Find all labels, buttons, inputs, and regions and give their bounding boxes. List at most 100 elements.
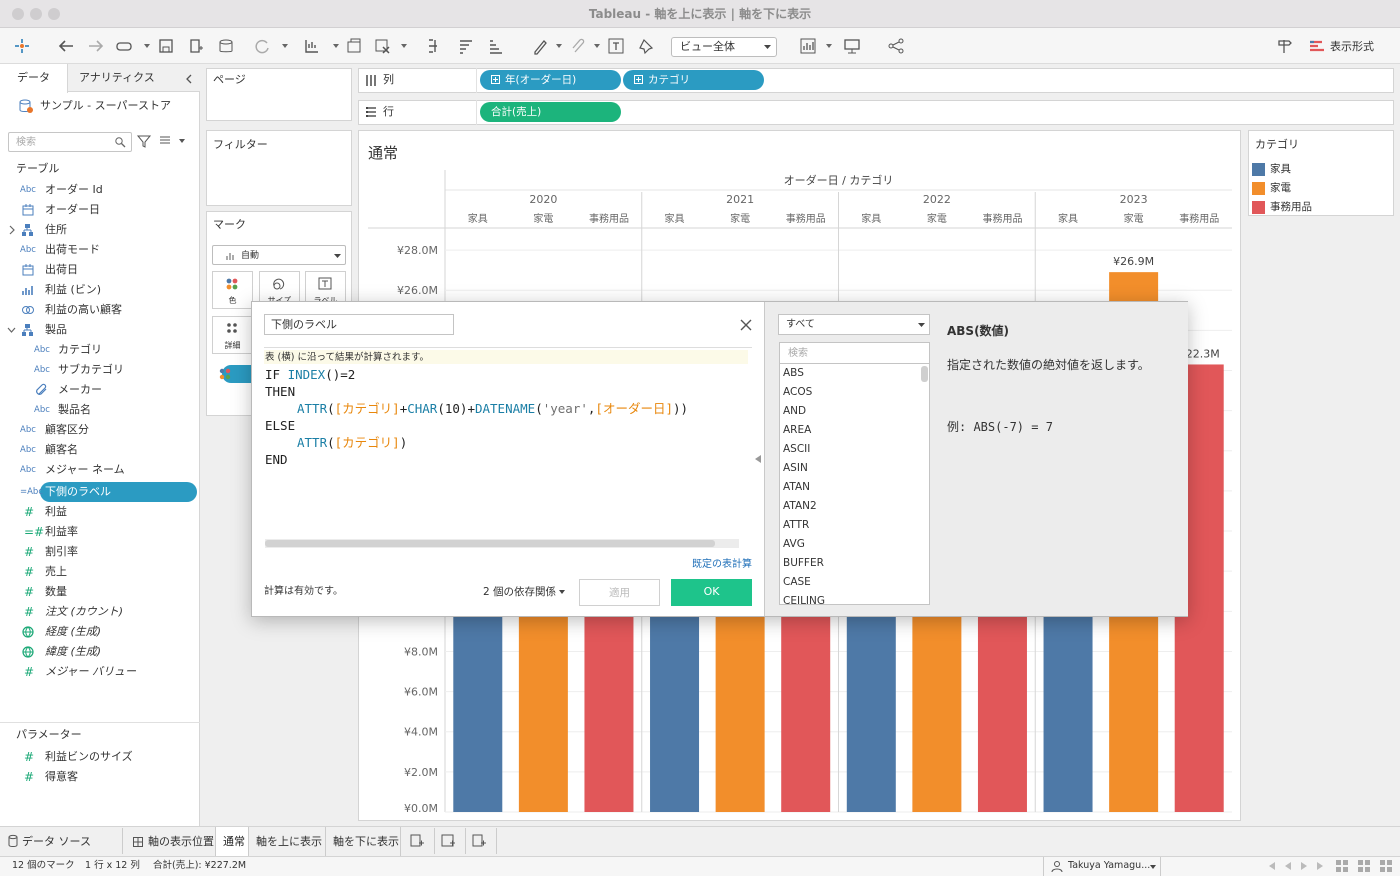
field-name[interactable]: 製品名 — [58, 403, 91, 416]
toolbar-icon[interactable] — [188, 38, 204, 54]
field-expander[interactable] — [7, 326, 16, 334]
toolbar-icon[interactable] — [116, 38, 132, 54]
toolbar-icon[interactable] — [800, 38, 816, 54]
mark-button[interactable] — [212, 271, 253, 309]
nav-button[interactable] — [1300, 862, 1308, 870]
nav-button[interactable] — [1284, 862, 1292, 870]
field-name[interactable]: メジャー バリュー — [45, 665, 136, 678]
new-sheet-icon[interactable] — [410, 834, 424, 848]
dropdown-caret[interactable] — [556, 44, 562, 48]
field-name[interactable]: 数量 — [45, 585, 67, 598]
view-button[interactable] — [1380, 860, 1392, 872]
legend-label[interactable]: 家具 — [1270, 163, 1291, 175]
toolbar-icon[interactable] — [218, 38, 234, 54]
field-name[interactable]: 経度 (生成) — [45, 625, 102, 638]
field-name[interactable]: メジャー ネーム — [45, 463, 125, 476]
function-item[interactable]: ASIN — [783, 462, 808, 474]
default-calc-link[interactable]: 既定の表計算 — [692, 559, 752, 570]
function-item[interactable]: ATTR — [783, 519, 810, 531]
view-button[interactable] — [1336, 860, 1348, 872]
field-name[interactable]: 売上 — [45, 565, 67, 578]
shelf-pill[interactable]: カテゴリ — [623, 70, 764, 90]
toolbar-icon[interactable] — [14, 38, 30, 54]
field-name[interactable]: カテゴリ — [58, 343, 102, 356]
dropdown-caret[interactable] — [282, 44, 288, 48]
user-menu[interactable]: Takuya Yamagu... — [1043, 857, 1161, 876]
mark-type-dropdown[interactable]: 自動 — [212, 245, 346, 265]
toolbar-icon[interactable] — [888, 38, 904, 54]
parameter-name[interactable]: 利益ビンのサイズ — [45, 750, 133, 763]
dropdown-caret[interactable] — [594, 44, 600, 48]
toolbar-icon[interactable] — [1276, 38, 1292, 54]
function-item[interactable]: BUFFER — [783, 557, 824, 569]
field-name[interactable]: 利益率 — [45, 525, 78, 538]
datasource-tab[interactable]: データ ソース — [22, 835, 91, 848]
legend-swatch[interactable] — [1252, 182, 1265, 195]
window-button[interactable] — [12, 8, 24, 20]
view-button[interactable] — [1358, 860, 1370, 872]
close-button[interactable] — [740, 319, 752, 331]
sheet-tab[interactable] — [216, 827, 249, 856]
toolbar-icon[interactable] — [88, 38, 104, 54]
field-name[interactable]: オーダー Id — [45, 183, 103, 196]
field-name[interactable]: メーカー — [58, 383, 102, 396]
show-me-label[interactable]: 表示形式 — [1330, 40, 1374, 53]
splitter-arrow[interactable] — [755, 455, 761, 463]
toolbar-icon[interactable] — [254, 38, 270, 54]
toolbar-icon[interactable] — [532, 38, 548, 55]
toolbar-icon[interactable] — [426, 38, 442, 54]
field-name[interactable]: 利益の高い顧客 — [45, 303, 122, 316]
sheet-tab[interactable] — [249, 827, 326, 856]
function-item[interactable]: AVG — [783, 538, 805, 550]
function-filter[interactable]: すべて — [778, 314, 930, 335]
window-button[interactable] — [48, 8, 60, 20]
nav-button[interactable] — [1268, 862, 1276, 870]
function-item[interactable]: ASCII — [783, 443, 811, 455]
window-button[interactable] — [30, 8, 42, 20]
toolbar-icon[interactable] — [570, 38, 586, 54]
legend-swatch[interactable] — [1252, 163, 1265, 176]
function-item[interactable]: AREA — [783, 424, 812, 436]
pane-tab[interactable]: データ — [17, 71, 50, 84]
function-item[interactable]: ACOS — [783, 386, 813, 398]
field-name[interactable]: 製品 — [45, 323, 67, 336]
filter-icon[interactable] — [136, 135, 152, 148]
fit-dropdown[interactable]: ビュー全体 — [671, 37, 777, 57]
function-item[interactable]: ATAN — [783, 481, 811, 493]
apply-button[interactable]: 適用 — [579, 579, 660, 606]
toolbar-icon[interactable] — [638, 38, 654, 55]
mark-button[interactable] — [212, 316, 253, 354]
view-menu-icon[interactable] — [160, 136, 186, 146]
datasource-name[interactable]: サンプル - スーパーストア — [40, 99, 171, 112]
new-sheet-icon[interactable] — [441, 834, 455, 848]
field-name[interactable]: 下側のラベル — [45, 485, 111, 498]
pane-tab[interactable]: アナリティクス — [79, 71, 155, 84]
toolbar-icon[interactable] — [458, 38, 474, 54]
shelf-pill[interactable]: 合計(売上) — [480, 102, 621, 122]
calc-name-input[interactable]: 下側のラベル — [264, 314, 454, 335]
toolbar-icon[interactable] — [158, 38, 174, 54]
new-sheet-icon[interactable] — [472, 834, 486, 848]
dropdown-caret[interactable] — [826, 44, 832, 48]
show-me-icon[interactable] — [1310, 40, 1326, 54]
function-item[interactable]: CEILING — [783, 595, 825, 605]
field-name[interactable]: 顧客区分 — [45, 423, 89, 436]
field-name[interactable]: 利益 — [45, 505, 67, 518]
field-expander[interactable] — [8, 225, 15, 235]
function-item[interactable]: ATAN2 — [783, 500, 817, 512]
legend-label[interactable]: 家電 — [1270, 182, 1291, 194]
search-box[interactable]: 検索 — [8, 132, 132, 152]
dropdown-caret[interactable] — [144, 44, 150, 48]
ok-button[interactable]: OK — [671, 579, 752, 606]
collapse-icon[interactable] — [185, 74, 193, 84]
field-name[interactable]: 顧客名 — [45, 443, 78, 456]
legend-label[interactable]: 事務用品 — [1270, 201, 1312, 213]
field-name[interactable]: 住所 — [45, 223, 67, 236]
dropdown-caret[interactable] — [401, 44, 407, 48]
function-item[interactable]: AND — [783, 405, 807, 417]
parameter-name[interactable]: 得意客 — [45, 770, 78, 783]
toolbar-icon[interactable] — [374, 38, 390, 54]
field-name[interactable]: サブカテゴリ — [58, 363, 124, 376]
field-name[interactable]: オーダー日 — [45, 203, 100, 216]
toolbar-icon[interactable] — [304, 38, 320, 54]
